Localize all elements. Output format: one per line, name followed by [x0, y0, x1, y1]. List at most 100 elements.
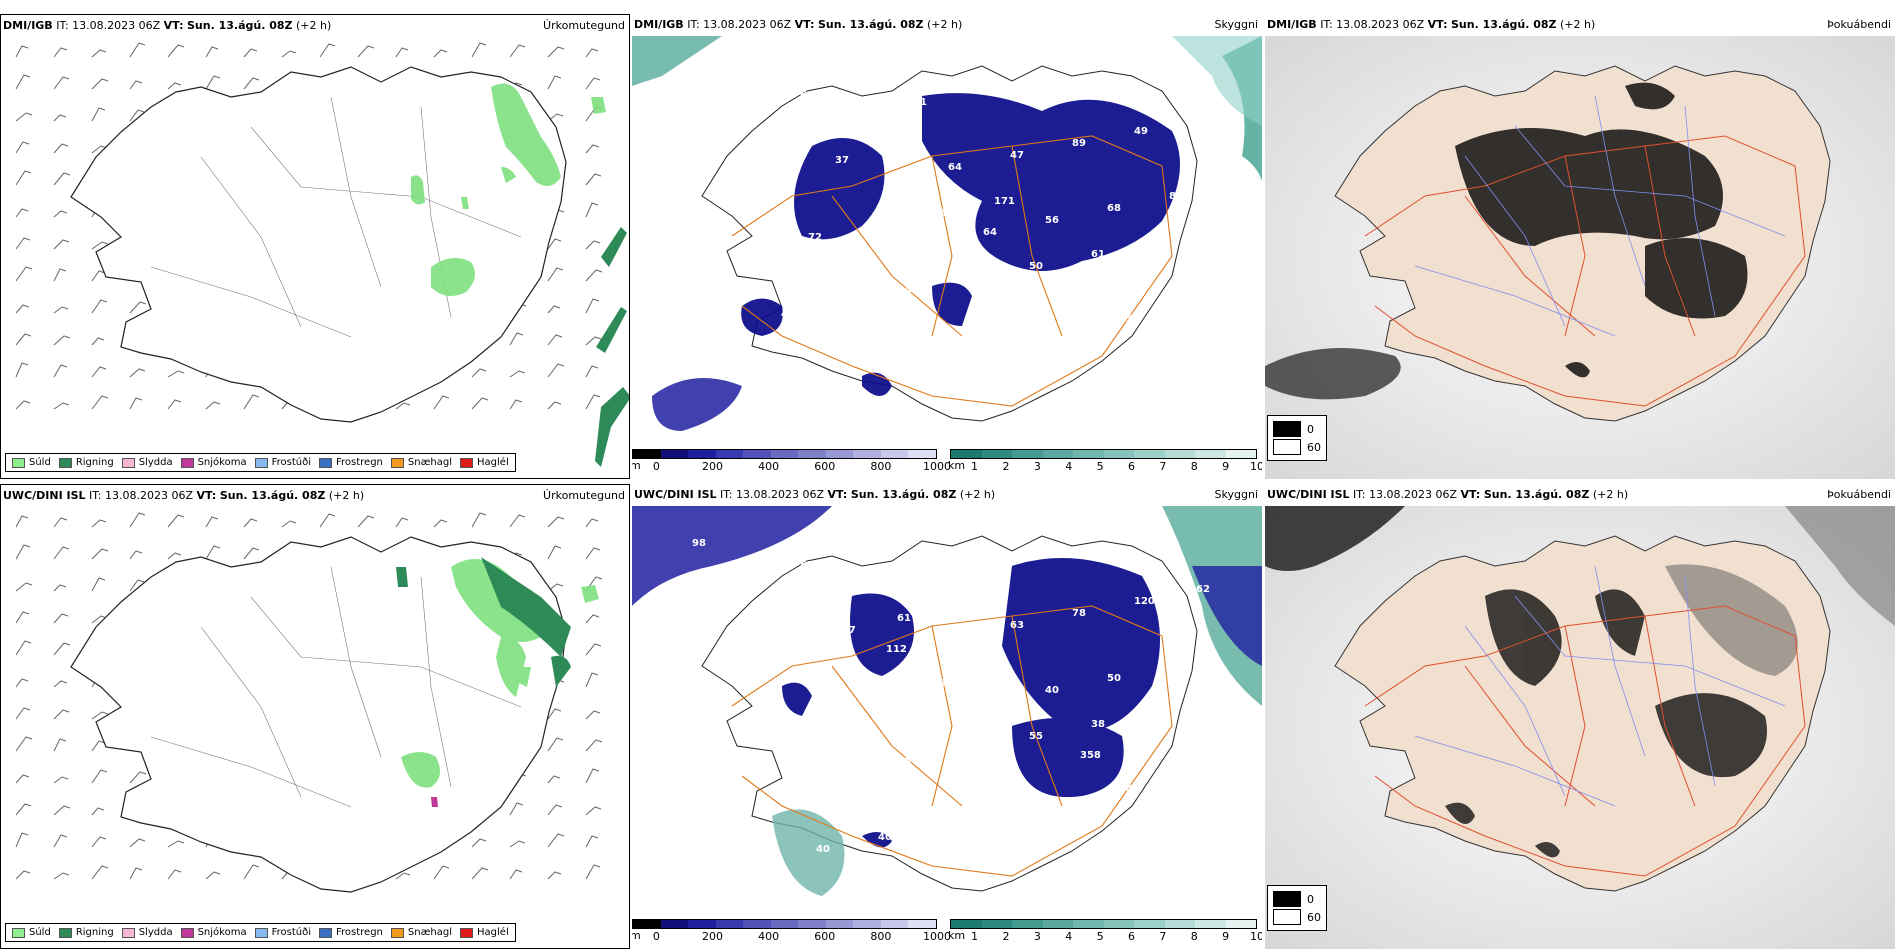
legend-label: Frostregn — [336, 457, 383, 468]
visibility-colorbar: 1 2 3 4 5 6 7 8 9 10 km — [948, 919, 1262, 949]
cloud-base-labels: 80 70 25 64 15 24 80 66 64 56 49 44 88 91 47 68 54 43 53 49… — [692, 68, 1218, 402]
cloud-base-value: 57 — [913, 567, 927, 578]
wind-barb — [547, 833, 565, 848]
wind-barb — [15, 45, 29, 58]
colorbar-bin — [660, 920, 689, 928]
cloud-base-value: 51 — [967, 743, 981, 754]
colorbar-tick: 5 — [1096, 460, 1104, 473]
fog-legend-label: 0 — [1307, 422, 1314, 436]
cloud-base-value: 43 — [1161, 379, 1175, 390]
cloud-base-value: 72 — [808, 232, 822, 243]
cloud-base-value: 91 — [765, 355, 779, 366]
wind-barb — [15, 582, 33, 592]
cloud-base-value: 80 — [692, 68, 706, 79]
legend-item: Snæhagl — [390, 927, 453, 938]
legend-label: Frostúði — [271, 457, 311, 468]
fog-areas — [1455, 82, 1748, 378]
cloud-base-value: 55 — [800, 560, 814, 571]
low-cloud-areas — [741, 93, 1180, 396]
legend-item: Slydda — [121, 927, 173, 938]
panel-header: UWC/DINI ISL IT: 13.08.2023 06Z VT: Sun.… — [3, 489, 365, 502]
panel-title: Þokuábendi — [1827, 18, 1891, 31]
panel-visibility-uwc: UWC/DINI ISL IT: 13.08.2023 06Z VT: Sun.… — [632, 484, 1262, 949]
cloud-base-value: 54 — [1204, 256, 1218, 267]
wind-barb — [395, 872, 411, 880]
colorbar-tick: 6 — [1127, 930, 1135, 943]
cloud-base-value: 64 — [738, 572, 752, 583]
wind-barb — [585, 269, 603, 282]
colorbar-bin — [798, 920, 826, 928]
wind-barb — [471, 42, 487, 58]
cloud-base-value: 91 — [843, 297, 857, 308]
wind-barb — [585, 768, 600, 784]
wind-barb — [15, 112, 33, 122]
cloud-base-value: 47 — [967, 273, 981, 284]
cloud-base-value: 153 — [983, 697, 1004, 708]
wind-barb — [547, 267, 564, 282]
colorbar-bin — [1103, 450, 1134, 458]
wind-barb — [167, 869, 182, 880]
wind-barb — [585, 394, 601, 410]
colorbar-bin — [825, 450, 854, 458]
legend-label: Snæhagl — [407, 927, 453, 938]
cloud-base-value: 19 — [862, 78, 876, 89]
road-network — [731, 135, 1173, 407]
cloud-base-value: 67 — [711, 649, 725, 660]
wind-barb — [53, 680, 68, 688]
legend-swatch — [390, 457, 404, 468]
cloud-base-value: 66 — [851, 109, 865, 120]
wind-barb — [53, 172, 71, 186]
wind-barb — [243, 394, 260, 410]
panel-precip-type-uwc: UWC/DINI ISL IT: 13.08.2023 06Z VT: Sun.… — [0, 484, 630, 949]
cloud-base-value: 89 — [1072, 138, 1086, 149]
wind-barb — [547, 305, 561, 314]
fog-legend-row: 60 — [1273, 909, 1321, 925]
wind-barb — [585, 739, 603, 752]
cloud-base-value: 45 — [1064, 326, 1078, 337]
fog-legend-label: 0 — [1307, 892, 1314, 906]
wind-barb — [91, 548, 109, 560]
wind-barb — [319, 513, 336, 528]
wind-barb — [91, 299, 108, 314]
wind-barb — [15, 237, 31, 250]
colorbar-tick: 9 — [1222, 460, 1230, 473]
colorbar-tick: 0 — [652, 930, 660, 943]
visibility-colorbar-strip — [950, 919, 1257, 929]
wind-barb — [15, 803, 32, 816]
cloud-base-value: 93 — [1002, 338, 1016, 349]
wind-barb — [547, 804, 563, 816]
wind-barb — [585, 672, 599, 688]
colorbar-bin — [688, 920, 716, 928]
colorbar-tick: 10 — [1250, 460, 1262, 473]
wind-barb — [53, 364, 68, 378]
wind-barb — [205, 401, 221, 410]
colorbar-tick: 7 — [1159, 460, 1167, 473]
cloud-base-value: 91 — [905, 755, 919, 766]
colorbar-bin — [908, 450, 937, 458]
wind-barb — [585, 173, 602, 186]
cloud-base-value: 70 — [789, 121, 803, 132]
precip-map-dmi — [15, 42, 629, 467]
cloud-base-value: 50 — [1107, 673, 1121, 684]
colorbar-tick: 2 — [1002, 930, 1010, 943]
colorbar-bin — [1195, 920, 1226, 928]
wind-barb — [129, 109, 145, 122]
cloud-base-value: 74 — [1099, 391, 1113, 402]
fog-map-uwc — [1265, 506, 1895, 949]
colorbar-bin — [853, 450, 881, 458]
cloud-base-value: 49 — [1142, 738, 1156, 749]
panel-header: DMI/IGB IT: 13.08.2023 06Z VT: Sun. 13.á… — [634, 18, 963, 31]
cloud-base-value: 61 — [897, 613, 911, 624]
cloud-base-value: 76 — [746, 714, 760, 725]
legend-label: Rigning — [75, 457, 114, 468]
wind-barb — [53, 546, 70, 560]
wind-barb — [585, 614, 600, 624]
cloud-base-value: 46 — [781, 779, 795, 790]
cloud-base-value: 49 — [719, 791, 733, 802]
wind-barb — [471, 867, 489, 880]
wind-barb — [53, 709, 70, 720]
wind-barb — [243, 518, 258, 528]
wind-barb — [509, 399, 523, 410]
road-network — [1364, 605, 1806, 877]
colorbar-bin — [1073, 920, 1104, 928]
